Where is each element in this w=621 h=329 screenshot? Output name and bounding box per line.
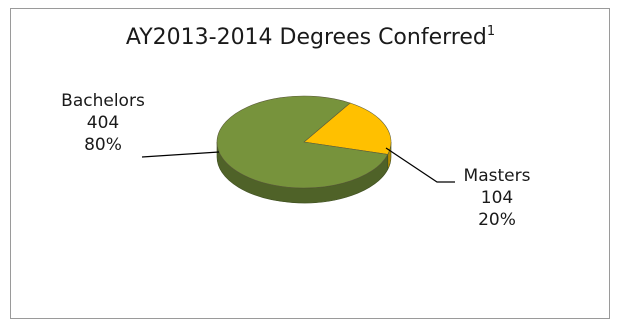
data-label-masters-name: Masters [463,166,531,186]
leader-line-masters [385,147,455,183]
data-label-masters: Masters 104 20% [432,165,562,231]
chart-title-footnote: 1 [486,24,496,39]
chart-title-text: AY2013-2014 Degrees Conferred [125,25,487,50]
data-label-bachelors-value: 404 [86,113,120,133]
data-label-masters-value: 104 [480,188,514,208]
data-label-masters-percent: 20% [478,210,516,230]
chart-title: AY2013-2014 Degrees Conferred1 [0,24,621,50]
pie-slice-bachelors [216,95,389,189]
leader-line-bachelors [141,151,220,158]
data-label-bachelors-name: Bachelors [61,91,145,111]
data-label-bachelors-percent: 80% [84,135,122,155]
data-label-bachelors: Bachelors 404 80% [28,90,178,156]
